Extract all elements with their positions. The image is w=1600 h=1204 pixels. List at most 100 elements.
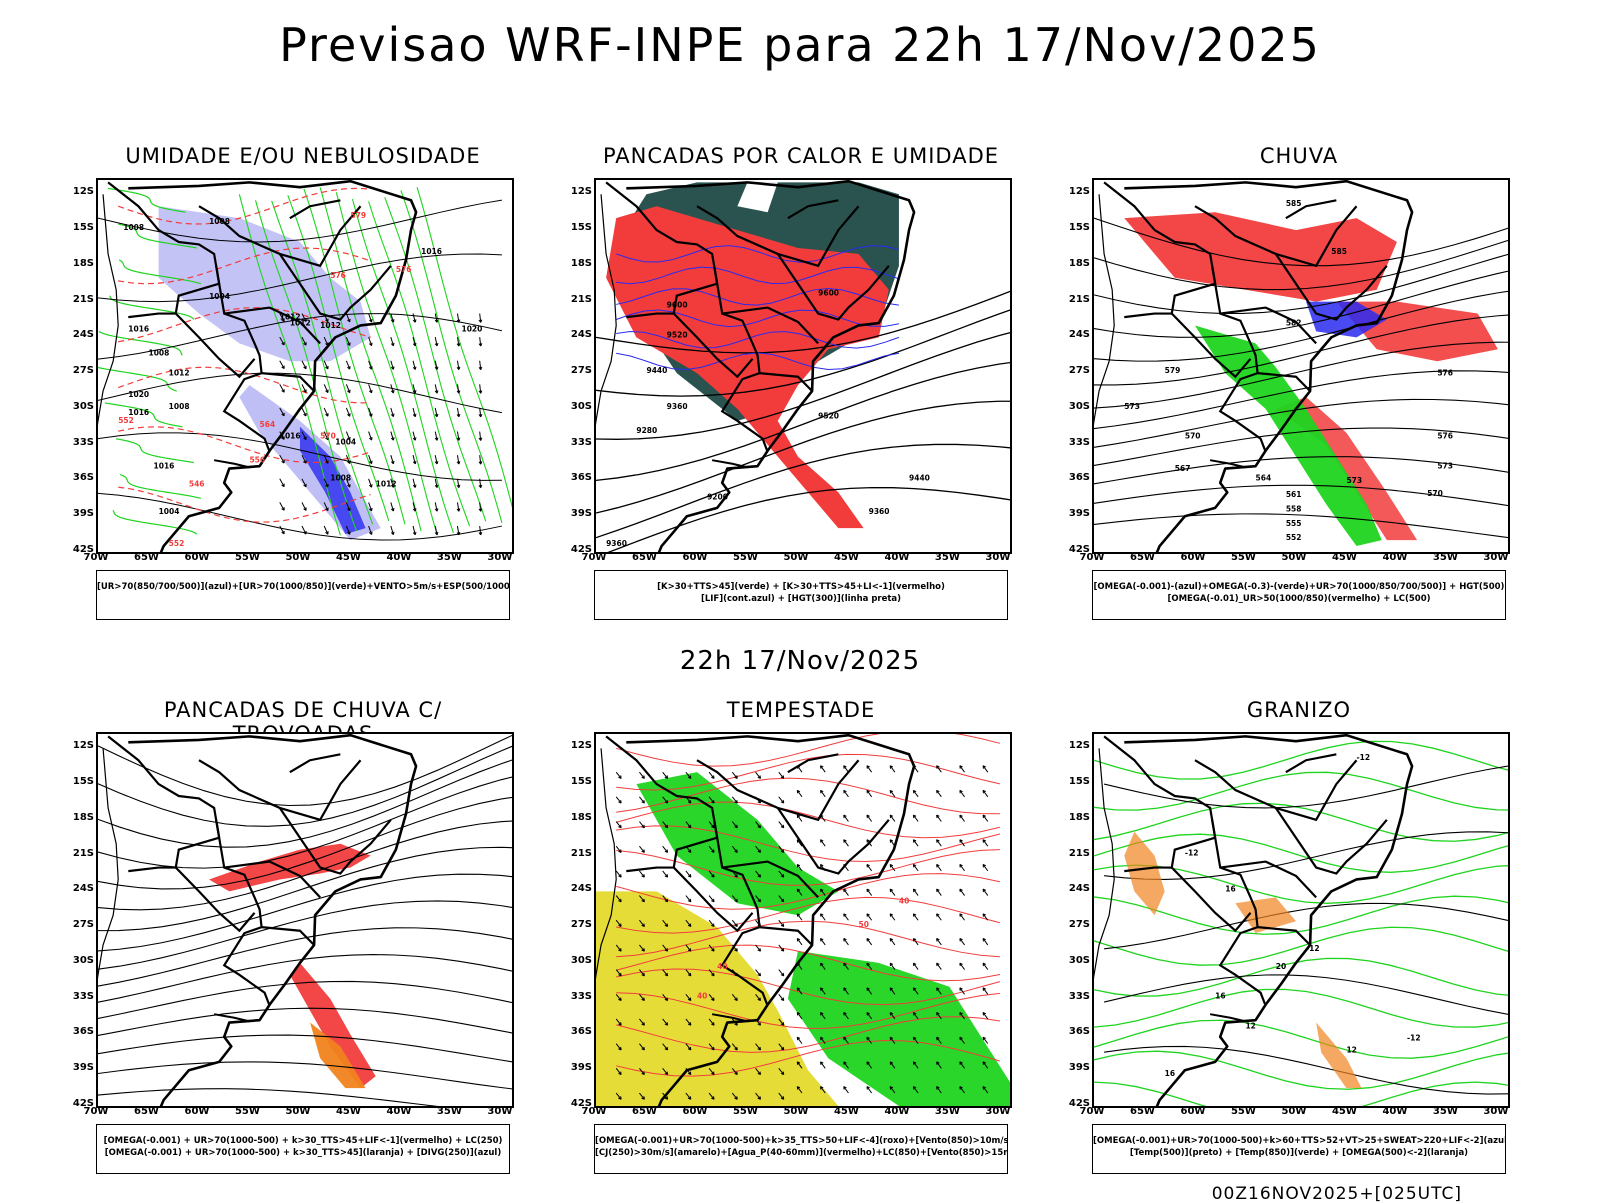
- longitude-label: 65W: [1130, 552, 1155, 563]
- longitude-label: 70W: [1079, 1106, 1105, 1117]
- forecast-map: [96, 732, 514, 1108]
- contour-label: 1016: [421, 247, 442, 256]
- contour-label: 576: [396, 265, 412, 274]
- forecast-map: 9600 9600 9520 9440 9360 9280 9200 9440 9520 9360…: [594, 178, 1012, 554]
- legend-line: [OMEGA(-0.001)+UR>70(1000-500)+k>60+TTS>…: [1093, 1136, 1505, 1146]
- contour-label: 558: [1286, 504, 1302, 513]
- longitude-label: 55W: [234, 552, 260, 563]
- panel-title: PANCADAS POR CALOR E UMIDADE: [602, 144, 1000, 168]
- contour-label: 1008: [123, 223, 144, 232]
- legend-line: [OMEGA(-0.01)_UR>50(1000/850)(vermelho) …: [1167, 594, 1431, 604]
- latitude-label: 30S: [1068, 954, 1090, 966]
- latitude-label: 42S: [570, 544, 592, 555]
- latitude-label: 21S: [1068, 293, 1090, 305]
- longitude-label: 40W: [386, 552, 412, 563]
- page-title: Previsao WRF-INPE para 22h 17/Nov/2025: [279, 18, 1321, 72]
- legend-line: [CJ(250)>30m/s](amarelo)+[Agua_P(40-60mm…: [595, 1148, 1007, 1158]
- contour-label: 576: [330, 271, 346, 280]
- contour-label: 1004: [159, 507, 180, 516]
- longitude-label: 70W: [581, 1106, 607, 1117]
- contour-label: 1016: [154, 462, 175, 471]
- legend-line: [UR>70(850/700/500)](azul)+[UR>70(1000/8…: [97, 582, 509, 592]
- latitude-label: 36S: [570, 1026, 592, 1038]
- longitude-label: 70W: [83, 1106, 109, 1117]
- bottom-row-title: 22h 17/Nov/2025: [679, 646, 921, 676]
- latitude-label: 18S: [72, 811, 94, 823]
- latitude-label: 15S: [72, 222, 94, 234]
- contour-label: 20: [1276, 962, 1286, 971]
- latitude-label: 15S: [1068, 776, 1090, 788]
- contour-label: 576: [1437, 369, 1453, 378]
- latitude-label: 36S: [72, 472, 94, 484]
- contour-label: 1008: [330, 473, 351, 482]
- longitude-label: 30W: [985, 1106, 1011, 1117]
- contour-label: 1008: [148, 348, 169, 357]
- latitude-label: 42S: [570, 1098, 592, 1109]
- longitude-label: 60W: [184, 1106, 210, 1117]
- longitude-label: 45W: [1331, 552, 1357, 563]
- latitude-label: 30S: [570, 400, 592, 412]
- contour-label: 1004: [335, 438, 356, 447]
- longitude-label: 35W: [436, 552, 462, 563]
- longitude-label: 50W: [285, 552, 311, 563]
- longitude-label: 65W: [632, 552, 657, 563]
- latitude-label: 15S: [570, 222, 592, 234]
- contour-label: 564: [260, 420, 276, 429]
- longitude-label: 45W: [335, 1106, 361, 1117]
- latitude-label: 21S: [72, 293, 94, 305]
- longitude-label: 55W: [732, 552, 758, 563]
- latitude-label: 42S: [72, 1098, 94, 1109]
- contour-label: 567: [1175, 464, 1191, 473]
- latitude-label: 39S: [72, 1062, 94, 1074]
- contour-label: -12: [1185, 849, 1199, 858]
- latitude-label: 39S: [1068, 1062, 1090, 1074]
- legend-line: [OMEGA(-0.001) + UR>70(1000-500) + k>30_…: [104, 1148, 502, 1158]
- contour-label: 1016: [128, 408, 149, 417]
- legend-line: [Temp(500)](preto) + [Temp(850)](verde) …: [1129, 1148, 1469, 1158]
- contour-label: 564: [1256, 473, 1272, 482]
- contour-label: 573: [1346, 476, 1362, 485]
- longitude-label: 45W: [1331, 1106, 1357, 1117]
- longitude-label: 35W: [1432, 1106, 1458, 1117]
- panel-title: UMIDADE E/OU NEBULOSIDADE: [125, 144, 481, 168]
- contour-label: 12: [1245, 1022, 1255, 1031]
- contour-label: 16: [1215, 992, 1225, 1001]
- longitude-label: 35W: [1432, 552, 1458, 563]
- latitude-label: 42S: [1068, 1098, 1090, 1109]
- forecast-map: 40 40 40 50: [594, 732, 1012, 1108]
- latitude-label: 24S: [570, 329, 592, 341]
- contour-label: 9360: [667, 402, 688, 411]
- longitude-label: 70W: [581, 552, 607, 563]
- contour-label: 573: [1124, 402, 1140, 411]
- contour-label: 9520: [818, 411, 839, 420]
- latitude-label: 21S: [1068, 847, 1090, 859]
- longitude-label: 55W: [732, 1106, 758, 1117]
- longitude-label: 40W: [884, 1106, 910, 1117]
- latitude-label: 21S: [570, 847, 592, 859]
- legend-line: [OMEGA(-0.001)-(azul)+OMEGA(-0.3)-(verde…: [1093, 582, 1505, 592]
- contour-label: 1012: [280, 313, 301, 322]
- latitude-label: 12S: [72, 186, 94, 198]
- longitude-label: 70W: [1079, 552, 1105, 563]
- contour-label: 585: [1331, 247, 1347, 256]
- latitude-label: 42S: [72, 544, 94, 555]
- contour-label: 579: [1165, 366, 1181, 375]
- longitude-label: 45W: [335, 552, 361, 563]
- longitude-label: 30W: [487, 1106, 513, 1117]
- longitude-label: 50W: [285, 1106, 311, 1117]
- contour-label: 555: [1286, 519, 1302, 528]
- panel-legend: [UR>70(850/700/500)](azul)+[UR>70(1000/8…: [96, 570, 510, 620]
- latitude-label: 21S: [72, 847, 94, 859]
- legend-line: [LIF](cont.azul) + [HGT(300)](linha pret…: [700, 594, 902, 604]
- contour-label: 570: [1427, 489, 1443, 498]
- longitude-label: 30W: [1483, 552, 1509, 563]
- contour-label: 1004: [209, 292, 230, 301]
- longitude-label: 70W: [83, 552, 109, 563]
- panel-title: CHUVA: [1259, 144, 1339, 168]
- panel-legend: [OMEGA(-0.001)+UR>70(1000-500)+k>60+TTS>…: [1092, 1124, 1506, 1174]
- latitude-label: 15S: [570, 776, 592, 788]
- legend-line: [OMEGA(-0.001)+UR>70(1000-500)+k>35_TTS>…: [595, 1136, 1007, 1146]
- contour-label: 9520: [667, 330, 688, 339]
- longitude-label: 35W: [436, 1106, 462, 1117]
- latitude-label: 12S: [1068, 186, 1090, 198]
